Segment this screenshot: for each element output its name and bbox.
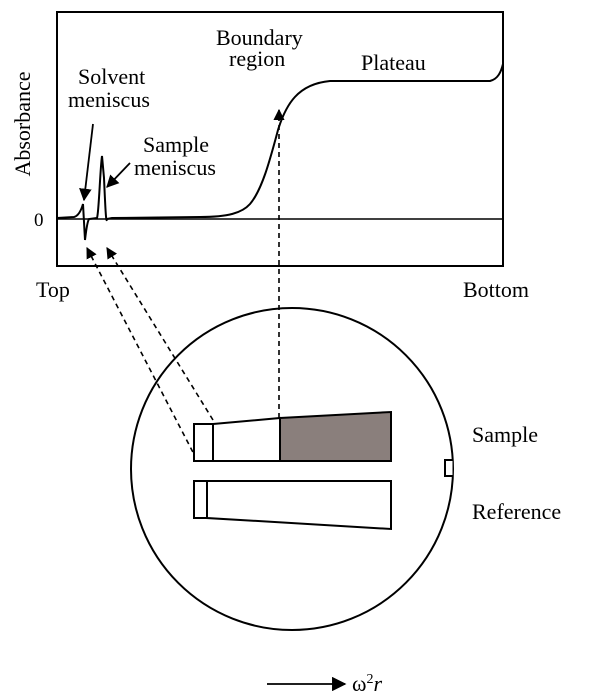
sample-cell-body (212, 416, 281, 462)
y-axis-label: Absorbance (10, 71, 35, 176)
sample-cell-solution (279, 410, 392, 462)
x-left-label: Top (36, 277, 70, 302)
absorbance-trace (56, 63, 504, 241)
reference-cell-label: Reference (472, 499, 561, 524)
solvent-projection-arrow (86, 247, 198, 461)
solvent-meniscus-label-1: Solvent (78, 64, 145, 89)
reference-cell-body (206, 480, 392, 531)
solvent-meniscus-arrow (79, 123, 94, 202)
plateau-label: Plateau (361, 50, 426, 75)
zero-tick-label: 0 (34, 210, 44, 231)
radius-symbol: r (373, 671, 382, 696)
plot-frame (56, 11, 504, 267)
squared-superscript: 2 (366, 672, 373, 687)
sample-projection-arrow (106, 247, 214, 421)
absorbance-plot (56, 11, 504, 267)
solvent-meniscus-label-2: meniscus (68, 87, 150, 112)
sample-cell (193, 410, 392, 462)
x-right-label: Bottom (463, 277, 529, 302)
rotor-notch (444, 459, 453, 477)
sample-cell-label: Sample (472, 422, 538, 447)
omega-squared-r-label: ω2r (352, 671, 382, 696)
boundary-region-label-2: region (229, 46, 285, 71)
rotor (130, 307, 454, 631)
boundary-region-label-1: Boundary (216, 25, 303, 50)
sample-meniscus-arrow (106, 162, 131, 188)
sample-meniscus-label-2: meniscus (134, 155, 216, 180)
omega-symbol: ω (352, 671, 366, 696)
sample-cell-cap (193, 423, 214, 462)
reference-cell-cap (193, 480, 208, 519)
rotor-outline (130, 307, 454, 631)
sample-meniscus-label-1: Sample (143, 132, 209, 157)
reference-cell (193, 480, 392, 531)
